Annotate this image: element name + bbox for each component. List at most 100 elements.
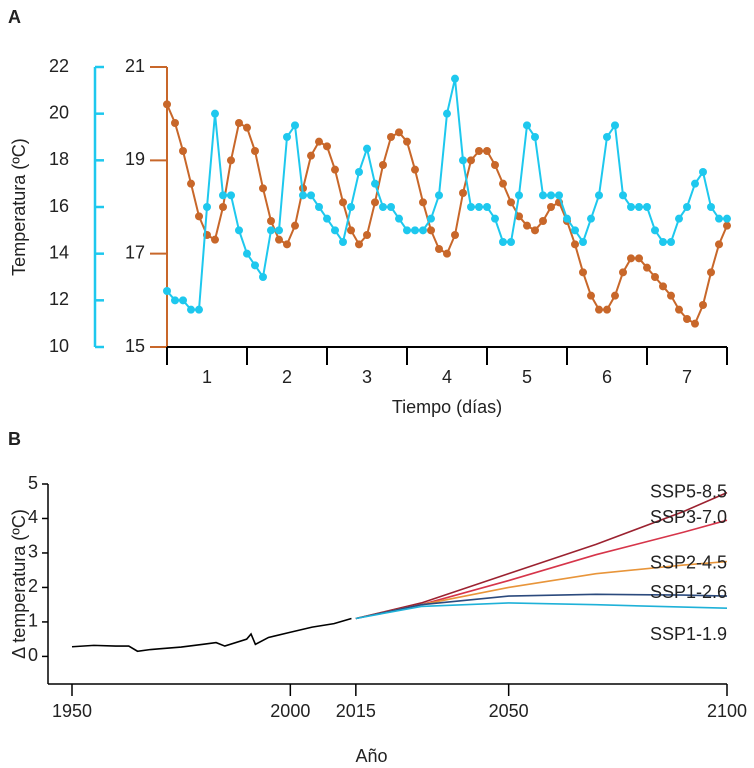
data-point — [515, 191, 523, 200]
data-point — [515, 212, 523, 221]
data-point — [691, 319, 699, 328]
data-point — [499, 238, 507, 246]
data-point — [219, 191, 227, 200]
data-point — [499, 179, 507, 188]
y-tick-label: 16 — [49, 196, 69, 216]
data-point — [611, 121, 619, 130]
data-point — [699, 168, 707, 176]
x-tick-label: 2100 — [707, 701, 747, 721]
x-tick-label: 1 — [202, 367, 212, 387]
y-tick-label: 10 — [49, 336, 69, 356]
data-point — [323, 214, 331, 223]
data-point — [235, 119, 243, 127]
data-point — [459, 156, 467, 165]
x-axis-label: Año — [355, 746, 387, 766]
data-point — [683, 203, 691, 211]
data-point — [619, 268, 627, 277]
data-point — [347, 226, 355, 235]
data-point — [627, 203, 635, 211]
data-point — [707, 268, 715, 277]
data-point — [643, 203, 651, 211]
data-point — [315, 203, 323, 211]
data-point — [595, 305, 603, 314]
data-point — [379, 203, 387, 211]
data-point — [603, 133, 611, 141]
data-point — [587, 214, 595, 223]
x-axis-label: Tiempo (días) — [392, 397, 502, 417]
data-point — [219, 203, 227, 211]
data-point — [715, 214, 723, 223]
data-point — [547, 191, 555, 200]
data-point — [259, 273, 267, 281]
data-point — [467, 156, 475, 165]
data-point — [251, 147, 259, 155]
data-point — [211, 109, 219, 118]
series-line — [355, 602, 728, 620]
data-point — [699, 301, 707, 309]
x-tick-label: 2050 — [489, 701, 529, 721]
data-point — [443, 109, 451, 118]
data-point — [347, 203, 355, 211]
data-point — [667, 291, 675, 300]
data-point — [307, 191, 315, 200]
data-point — [443, 249, 451, 258]
y-tick-label: 1 — [28, 611, 38, 631]
data-point — [339, 198, 347, 207]
x-tick-label: 2000 — [270, 701, 310, 721]
data-point — [723, 221, 731, 230]
data-point — [547, 203, 555, 211]
data-point — [507, 198, 515, 207]
data-point — [659, 238, 667, 246]
data-point — [371, 179, 379, 188]
data-point — [539, 217, 547, 225]
y-tick-label: 0 — [28, 645, 38, 665]
data-point — [355, 168, 363, 176]
data-point — [227, 156, 235, 165]
data-point — [483, 147, 491, 155]
x-tick-label: 7 — [682, 367, 692, 387]
data-point — [475, 203, 483, 211]
data-point — [307, 151, 315, 160]
data-point — [195, 305, 203, 314]
data-point — [571, 240, 579, 249]
data-point — [651, 226, 659, 235]
x-tick-label: 3 — [362, 367, 372, 387]
data-point — [723, 214, 731, 223]
data-point — [475, 147, 483, 155]
data-point — [259, 184, 267, 193]
data-point — [635, 254, 643, 263]
x-tick-label: 1950 — [52, 701, 92, 721]
data-point — [171, 119, 179, 127]
data-point — [643, 263, 651, 272]
data-point — [467, 203, 475, 211]
x-tick-label: 2 — [282, 367, 292, 387]
data-point — [163, 287, 171, 295]
data-point — [395, 214, 403, 223]
data-point — [387, 133, 395, 141]
y2-tick-label: 17 — [125, 242, 145, 262]
panel-label: A — [8, 7, 21, 27]
data-point — [179, 147, 187, 155]
y-tick-label: 14 — [49, 242, 69, 262]
data-point — [211, 235, 219, 244]
data-point — [531, 226, 539, 235]
data-point — [451, 231, 459, 239]
data-point — [299, 191, 307, 200]
data-point — [195, 212, 203, 221]
data-point — [435, 191, 443, 200]
data-point — [603, 305, 611, 314]
data-point — [363, 231, 371, 239]
y-tick-label: 5 — [28, 473, 38, 493]
data-point — [339, 238, 347, 246]
data-point — [627, 254, 635, 263]
data-point — [187, 305, 195, 314]
data-point — [419, 198, 427, 207]
data-point — [675, 214, 683, 223]
x-tick-label: 2015 — [336, 701, 376, 721]
data-point — [523, 121, 531, 130]
data-point — [403, 226, 411, 235]
data-point — [187, 179, 195, 188]
data-point — [619, 191, 627, 200]
y-tick-label: 12 — [49, 289, 69, 309]
data-point — [411, 165, 419, 174]
